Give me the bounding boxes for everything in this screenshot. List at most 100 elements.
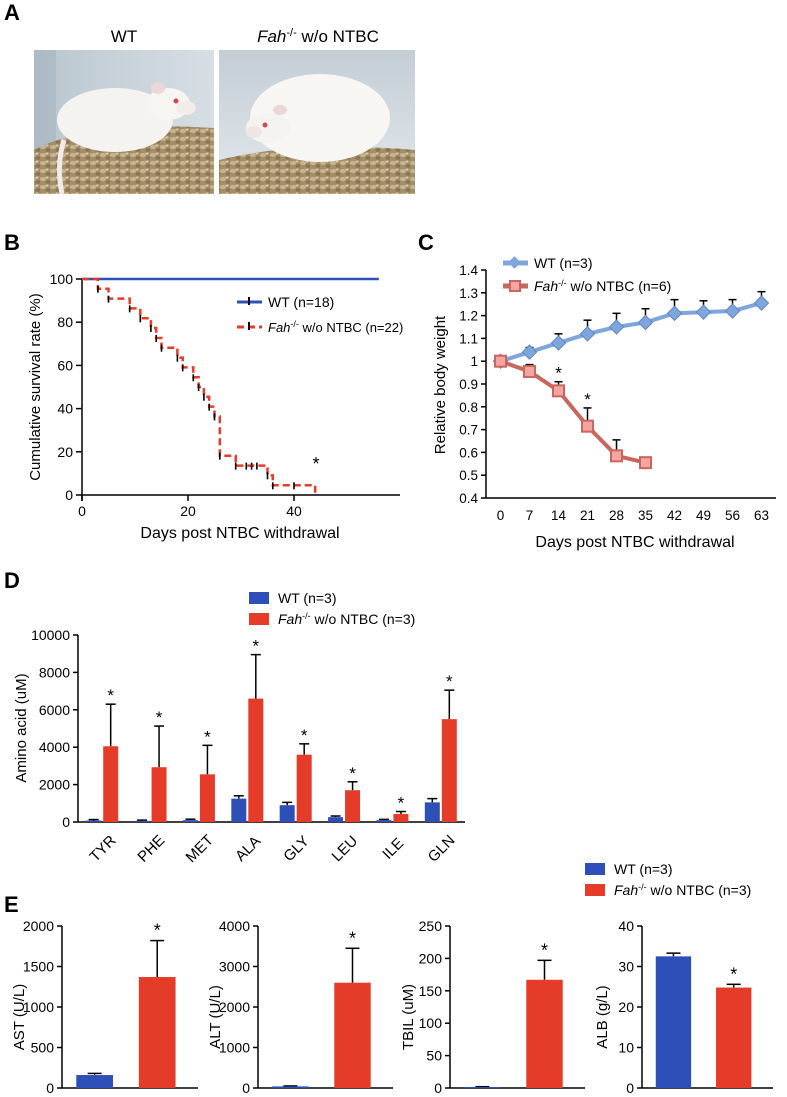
data-point-wt	[521, 344, 538, 360]
data-point-fah	[552, 384, 565, 398]
legend-b-fah: Fah-/- w/o NTBC (n=22)	[268, 319, 403, 335]
alb-chart: 0 10 20 30 40 ALB (g/L) *	[594, 918, 773, 1096]
bar-wt	[424, 802, 440, 822]
bar-fah	[296, 754, 312, 822]
y-tick-label: 100	[50, 271, 74, 287]
bar-fah	[199, 774, 215, 822]
y-tick-label: 0	[434, 1080, 442, 1096]
y-axis-label: Relative body weight	[432, 315, 449, 454]
data-point-wt	[666, 305, 683, 322]
significance-star: *	[107, 686, 114, 705]
y-tick-label: 0.4	[459, 491, 478, 506]
significance-star: *	[349, 928, 356, 948]
x-tick-label: 49	[696, 508, 711, 523]
y-tick-label: 1000	[23, 999, 54, 1015]
y-tick-label: 1500	[23, 959, 54, 975]
y-tick-label: 150	[419, 983, 443, 999]
significance-star: *	[156, 708, 163, 727]
x-axis-label: Days post NTBC withdrawal	[535, 534, 734, 551]
x-tick-label: 0	[78, 503, 86, 519]
data-point-wt	[724, 303, 741, 319]
x-axis-label: Days post NTBC withdrawal	[140, 525, 339, 542]
bar-fah	[526, 979, 563, 1088]
legend-e-wt: WT (n=3)	[614, 861, 672, 877]
y-tick-label: 0	[62, 814, 70, 830]
x-tick-label: 0	[497, 508, 505, 523]
panel-label-d: D	[4, 568, 20, 593]
y-tick-label: 0.5	[459, 468, 478, 483]
y-axis-label: AST (U/L)	[11, 984, 28, 1050]
significance-star: *	[301, 726, 308, 745]
significance-star: *	[204, 727, 211, 746]
significance-star: *	[541, 940, 548, 960]
survival-chart: Cumulative survival rate (%) Days post N…	[27, 271, 403, 542]
y-tick-label: 10000	[31, 627, 70, 643]
legend-c-wt: WT (n=3)	[534, 255, 592, 271]
data-point-wt	[695, 304, 712, 320]
category-label: TYR	[86, 832, 119, 865]
legend-e-fah: Fah-/- w/o NTBC (n=3)	[614, 882, 751, 898]
bar-fah	[103, 746, 119, 822]
data-point-fah	[610, 449, 623, 463]
legend-d: WT (n=3) Fah-/- w/o NTBC (n=3)	[249, 590, 415, 627]
bar-wt	[279, 805, 295, 822]
y-tick-label: 200	[419, 950, 443, 966]
significance-star: *	[154, 921, 161, 941]
y-tick-label: 10	[618, 1040, 634, 1056]
y-tick-label: 6000	[39, 702, 70, 718]
data-point-wt	[637, 314, 654, 331]
y-tick-label: 100	[419, 1015, 443, 1031]
significance-star: *	[730, 964, 737, 984]
y-tick-label: 1.3	[459, 286, 478, 301]
panel-label-a: A	[4, 0, 20, 25]
bar-fah	[334, 982, 371, 1088]
series-line-wt	[499, 301, 763, 364]
ast-chart: 0 500 1000 1500 2000 AST (U/L) *	[11, 918, 198, 1096]
y-axis-label: Amino acid (uM)	[13, 673, 30, 782]
legend-e: WT (n=3) Fah-/- w/o NTBC (n=3)	[585, 861, 751, 898]
legend-d-fah: Fah-/- w/o NTBC (n=3)	[278, 611, 415, 627]
alt-chart: 0 1000 2000 3000 4000 ALT (U/L) *	[207, 918, 393, 1096]
significance-star: *	[555, 364, 562, 383]
legend-b: WT (n=18) Fah-/- w/o NTBC (n=22)	[237, 294, 403, 335]
y-tick-label: 2000	[219, 999, 250, 1015]
y-tick-label: 4000	[219, 918, 250, 934]
photo-wt-rat	[34, 50, 214, 195]
y-tick-label: 50	[426, 1048, 442, 1064]
bar-wt	[86, 820, 102, 822]
y-tick-label: 60	[57, 357, 73, 373]
bar-wt	[328, 817, 344, 822]
bar-wt	[655, 956, 692, 1088]
data-point-wt	[753, 295, 770, 311]
data-point-fah	[523, 364, 536, 378]
data-point-fah	[494, 354, 507, 368]
significance-star: *	[398, 794, 405, 813]
y-axis-label: Cumulative survival rate (%)	[27, 293, 44, 481]
bar-wt	[376, 820, 392, 822]
y-tick-label: 1.4	[459, 263, 478, 278]
y-tick-label: 40	[57, 401, 73, 417]
category-label: ILE	[379, 835, 407, 863]
y-tick-label: 2000	[39, 777, 70, 793]
significance-star: *	[446, 672, 453, 691]
y-tick-label: 20	[618, 999, 634, 1015]
y-tick-label: 0.8	[459, 400, 478, 415]
bar-wt	[464, 1087, 501, 1088]
y-tick-label: 250	[419, 918, 443, 934]
y-tick-label: 0.9	[459, 377, 478, 392]
y-tick-label: 2000	[23, 918, 54, 934]
legend-d-wt: WT (n=3)	[278, 590, 336, 606]
bar-fah	[151, 767, 167, 822]
y-tick-label: 30	[618, 959, 634, 975]
panel-label-b: B	[4, 230, 20, 255]
x-tick-label: 21	[580, 508, 595, 523]
y-tick-label: 1.1	[459, 331, 478, 346]
data-point-fah	[639, 456, 652, 470]
y-axis-label: ALT (U/L)	[207, 985, 224, 1049]
category-label: MET	[183, 832, 217, 866]
x-tick-label: 42	[667, 508, 682, 523]
data-point-fah	[581, 419, 594, 433]
y-tick-label: 0	[242, 1080, 250, 1096]
significance-star: *	[253, 637, 260, 656]
